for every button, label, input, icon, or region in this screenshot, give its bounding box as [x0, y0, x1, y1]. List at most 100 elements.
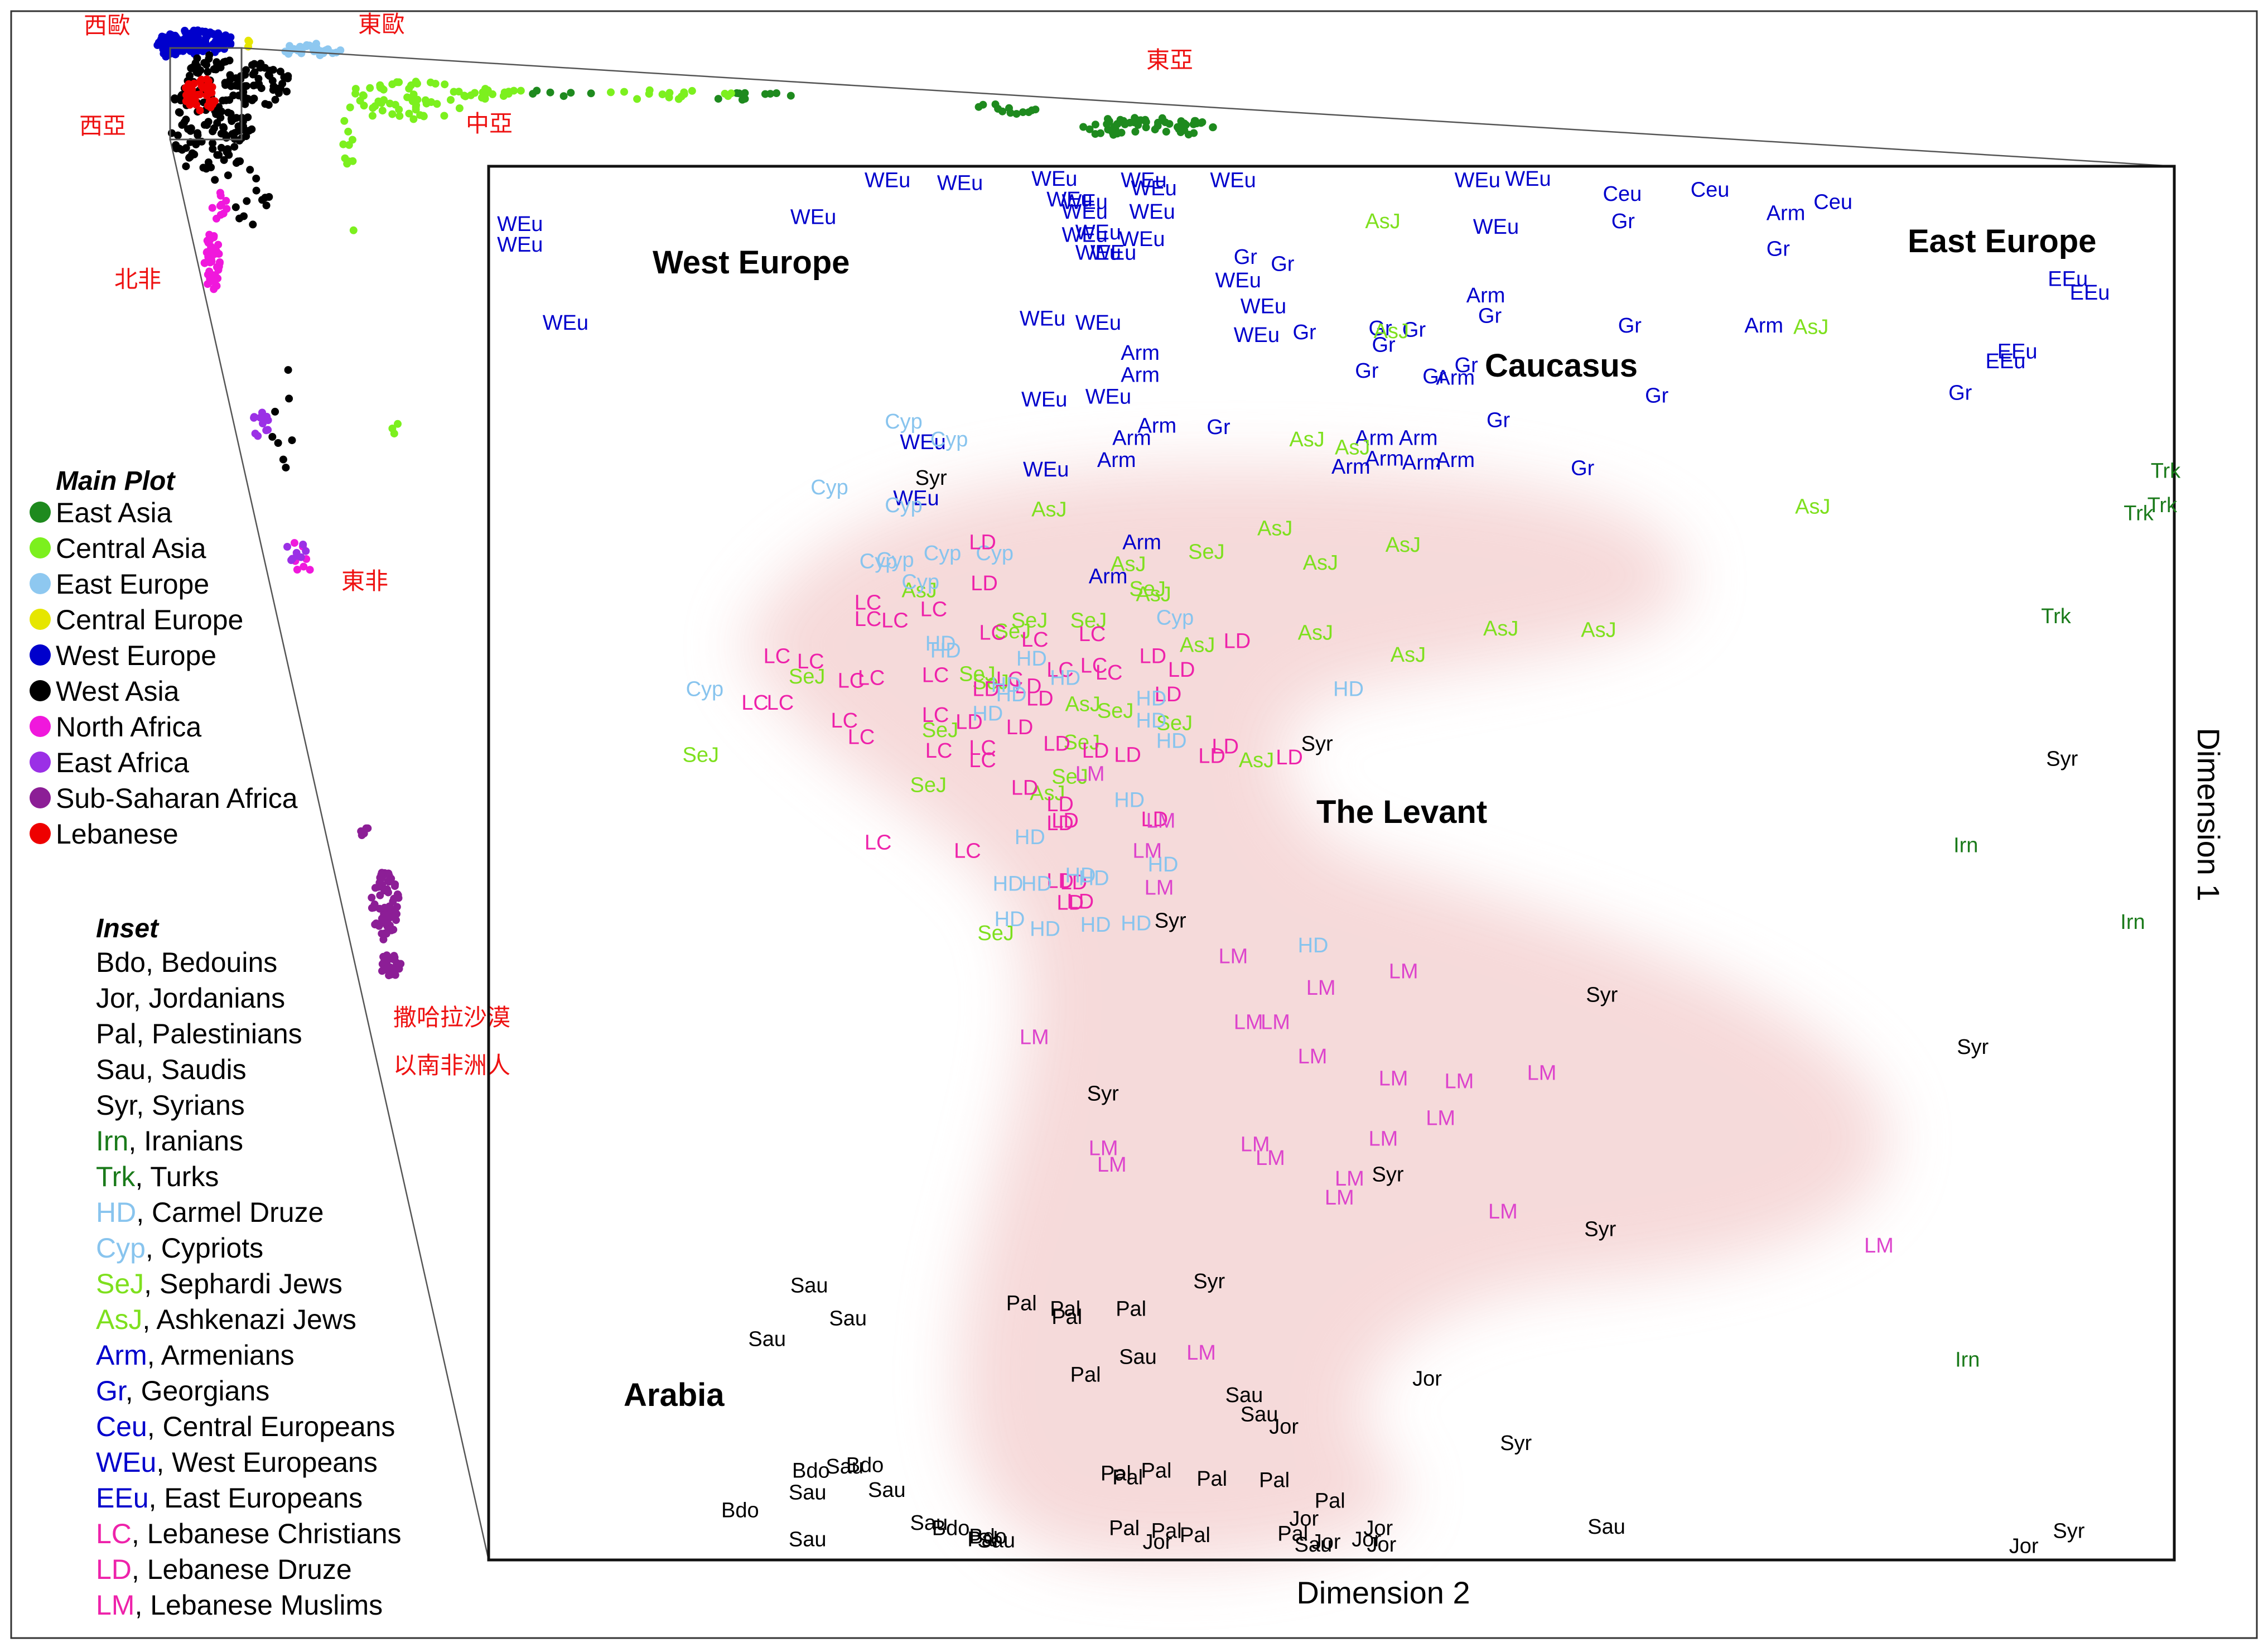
inset-point-ld: LD: [1168, 658, 1195, 682]
main-point-north-africa: [300, 562, 308, 571]
inset-point-sau: Sau: [748, 1327, 786, 1351]
inset-point-arm: Arm: [1121, 363, 1160, 387]
legend-label-central-europe: Central Europe: [56, 604, 243, 635]
main-point-west-europe: [175, 41, 183, 49]
inset-point-ld: LD: [1046, 812, 1074, 835]
inset-point-lc: LC: [979, 622, 1006, 645]
inset-point-asj: AsJ: [1031, 498, 1067, 521]
x-axis-title: Dimension 2: [1296, 1575, 1470, 1610]
legend-inset-items: Bdo, Bedouins Jor, Jordanians Pal, Palesti…: [96, 947, 402, 1621]
main-point-west-asia: [204, 158, 213, 166]
inset-point-ld: LD: [1015, 675, 1042, 698]
legend-swatch-sub-saharan-africa: [30, 787, 51, 808]
inset-point-weu: WEu: [1121, 168, 1166, 192]
inset-point-asj: AsJ: [1065, 692, 1101, 716]
legend-inset-entry-jor: Jor, Jordanians: [96, 982, 285, 1014]
inset-point-sej: SeJ: [959, 662, 995, 686]
legend-inset-name: , Central Europeans: [147, 1411, 395, 1442]
inset-point-weu: WEu: [1129, 200, 1175, 224]
inset-point-sej: SeJ: [995, 620, 1031, 643]
main-point-central-asia: [346, 103, 354, 112]
inset-point-weu: WEu: [1075, 242, 1121, 265]
inset-point-weu: WEu: [1062, 224, 1108, 247]
region-label-east-asia: 東亞: [1146, 47, 1193, 73]
legend-inset-entry-syr: Syr, Syrians: [96, 1090, 245, 1121]
legend-inset-entry-pal: Pal, Palestinians: [96, 1018, 302, 1049]
main-point-east-europe: [302, 41, 311, 49]
inset-point-lm: LM: [1241, 1133, 1270, 1156]
main-point-east-africa: [263, 412, 271, 421]
inset-point-syr: Syr: [1586, 983, 1618, 1006]
inset-point-lm: LM: [1325, 1186, 1354, 1210]
inset-point-pal: Pal: [1180, 1524, 1210, 1547]
legend-inset-name: , Lebanese Christians: [132, 1518, 402, 1549]
main-point-west-asia: [190, 62, 198, 70]
inset-point-syr: Syr: [1087, 1082, 1119, 1105]
legend-inset-entry-sau: Sau, Saudis: [96, 1054, 247, 1085]
inset-point-asj: AsJ: [1581, 619, 1616, 642]
main-point-west-asia: [256, 64, 264, 72]
main-point-east-asia: [1126, 118, 1134, 127]
main-point-central-asia: [371, 102, 379, 110]
inset-point-cyp: Cyp: [810, 476, 848, 499]
main-point-west-europe: [153, 41, 162, 49]
main-point-west-asia: [230, 143, 239, 151]
region-label-north-africa: 北非: [114, 266, 161, 292]
main-point-east-asia: [1151, 126, 1159, 134]
region-label-west-asia: 西亞: [79, 113, 126, 139]
main-point-lebanese: [185, 86, 193, 94]
inset-point-lc: LC: [920, 598, 948, 622]
inset-point-gr: Gr: [1571, 457, 1595, 480]
main-point-central-asia: [405, 109, 413, 118]
inset-point-gr: Gr: [1271, 252, 1295, 276]
inset-point-asj: AsJ: [1335, 436, 1370, 460]
main-point-central-asia: [388, 80, 397, 88]
inset-point-gr: Gr: [1487, 409, 1511, 432]
main-point-sub-saharan-africa: [393, 903, 401, 911]
inset-point-ld: LD: [1067, 890, 1094, 913]
inset-point-gr: Gr: [1767, 237, 1791, 261]
inset-point-pal: Pal: [1141, 1459, 1172, 1482]
legend-inset-entry-eeu: EEu, East Europeans: [96, 1482, 363, 1514]
inset-point-gr: Gr: [1478, 305, 1502, 328]
inset-point-lm: LM: [1219, 945, 1248, 969]
y-axis-title: Dimension 1: [2191, 728, 2226, 901]
legend-inset-entry-hd: HD, Carmel Druze: [96, 1197, 324, 1228]
inset-point-sej: SeJ: [1070, 609, 1107, 632]
main-point-west-asia: [224, 171, 232, 180]
inset-point-weu: WEu: [1021, 388, 1067, 412]
main-point-west-asia: [204, 68, 212, 76]
main-point-central-asia: [680, 90, 688, 98]
legend-label-lebanese: Lebanese: [56, 818, 178, 850]
main-point-north-africa: [208, 204, 216, 212]
main-point-lebanese: [204, 102, 212, 110]
main-point-east-asia: [994, 105, 1002, 113]
main-point-sub-saharan-africa: [370, 900, 379, 908]
main-point-central-asia: [421, 96, 430, 104]
legend-label-north-africa: North Africa: [56, 711, 201, 743]
legend-inset-code: Trk: [96, 1161, 136, 1192]
inset-point-hd: HD: [1333, 677, 1364, 701]
inset-point-ld: LD: [1046, 869, 1074, 893]
inset-point-sej: SeJ: [977, 922, 1014, 945]
inset-point-lc: LC: [1080, 654, 1108, 678]
inset-point-weu: WEu: [1075, 221, 1121, 244]
inset-point-pal: Pal: [1112, 1466, 1143, 1490]
main-point-east-europe: [296, 42, 304, 51]
inset-point-ld: LD: [1043, 733, 1070, 756]
main-point-sub-saharan-africa: [375, 879, 384, 887]
main-point-central-asia: [416, 111, 424, 119]
legend-inset-code: Bdo: [96, 947, 146, 978]
legend-inset-code: Cyp: [96, 1232, 146, 1264]
main-point-north-africa: [212, 249, 220, 258]
region-label-sub-saharan-2: 以南非洲人: [393, 1052, 510, 1078]
inset-point-bdo: Bdo: [846, 1454, 884, 1477]
legend-inset-name: , Syrians: [136, 1090, 245, 1121]
main-point-west-asia: [209, 145, 217, 153]
main-point-west-asia: [282, 464, 290, 472]
inset-point-sau: Sau: [1295, 1533, 1333, 1557]
inset-point-ld: LD: [956, 710, 983, 734]
inset-point-gr: Gr: [1402, 318, 1426, 341]
main-point-west-asia: [274, 84, 283, 93]
main-point-north-africa: [293, 566, 301, 574]
